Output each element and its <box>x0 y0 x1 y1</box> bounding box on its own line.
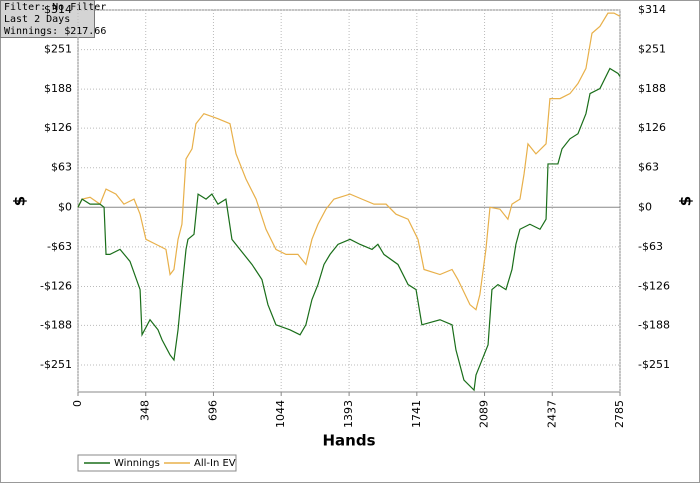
y2-tick-label: $251 <box>638 43 666 56</box>
legend-label: Winnings <box>114 458 160 469</box>
y2-tick-label: $0 <box>638 200 652 213</box>
info-box <box>0 0 95 38</box>
x-tick-label: 696 <box>206 400 219 421</box>
y-tick-label: -$63 <box>47 240 72 253</box>
y2-tick-label: -$126 <box>638 279 670 292</box>
series-line <box>77 12 621 311</box>
y2-axis-label: $ <box>677 196 695 206</box>
x-axis-label: Hands <box>322 432 375 450</box>
y-tick-label: $126 <box>44 121 72 134</box>
x-tick-label: 1741 <box>410 400 423 428</box>
y2-tick-label: $188 <box>638 82 666 95</box>
info-line: Last 2 Days <box>4 14 70 25</box>
x-tick-label: 2437 <box>545 400 558 428</box>
x-tick-label: 348 <box>139 400 152 421</box>
y2-tick-label: $126 <box>638 121 666 134</box>
legend <box>77 454 237 472</box>
legend-label: All-In EV <box>194 458 236 469</box>
x-tick-label: 0 <box>71 400 84 407</box>
info-line: Filter: No Filter <box>4 2 106 13</box>
x-tick-label: 1393 <box>342 400 355 428</box>
y-tick-label: -$126 <box>40 279 72 292</box>
y2-tick-label: -$63 <box>638 240 663 253</box>
y-tick-label: $188 <box>44 82 72 95</box>
y-tick-label: -$251 <box>40 358 72 371</box>
y-tick-label: $251 <box>44 43 72 56</box>
y-tick-label: -$188 <box>40 318 72 331</box>
y-tick-label: $314 <box>44 3 72 16</box>
y2-tick-label: -$188 <box>638 318 670 331</box>
series-line <box>77 67 621 392</box>
y-tick-label: $63 <box>51 161 72 174</box>
y2-tick-label: -$251 <box>638 358 670 371</box>
y-tick-label: $0 <box>58 200 72 213</box>
y2-tick-label: $63 <box>638 161 659 174</box>
info-line: Winnings: $217.66 <box>4 26 106 37</box>
x-tick-label: 2089 <box>478 400 491 428</box>
y2-tick-label: $314 <box>638 3 666 16</box>
x-tick-label: 1044 <box>274 400 287 428</box>
x-tick-label: 2785 <box>613 400 626 428</box>
y-axis-label: $ <box>11 196 29 206</box>
